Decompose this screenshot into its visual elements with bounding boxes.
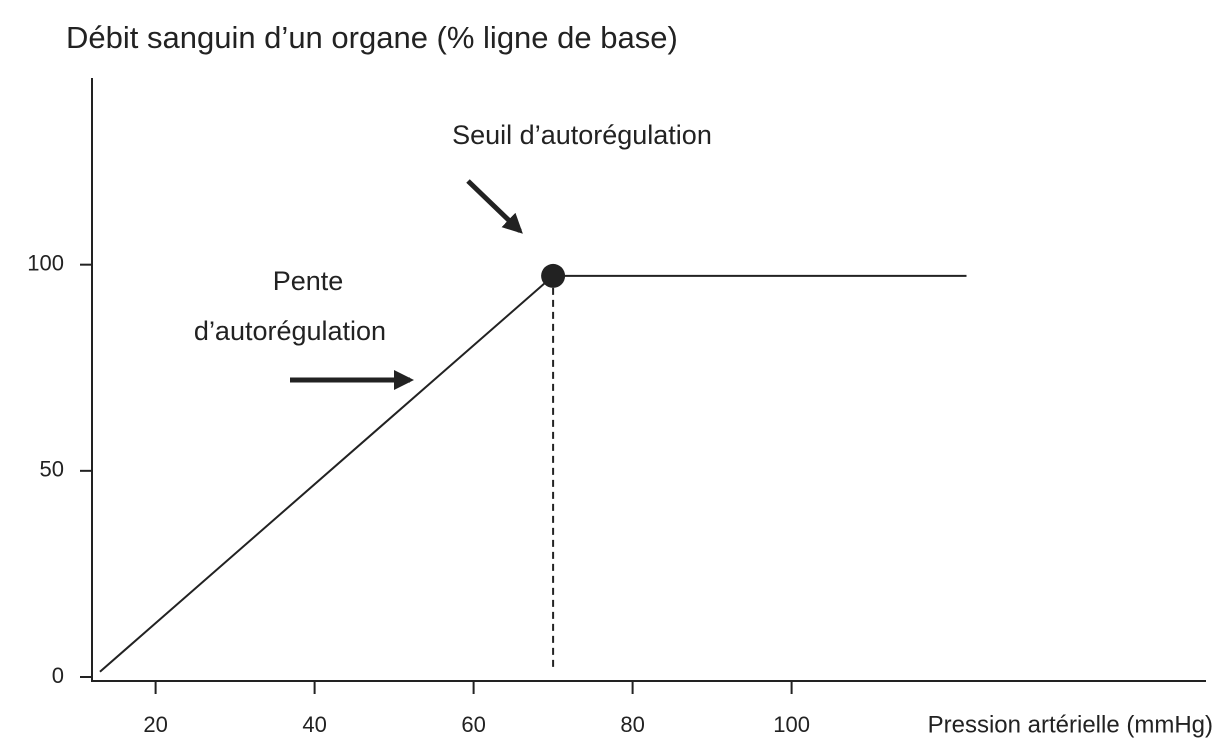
y-tick-label: 0 [52, 663, 64, 688]
y-tick-label: 50 [40, 457, 64, 482]
x-tick-label: 80 [620, 712, 644, 737]
x-tick-label: 100 [773, 712, 810, 737]
slope-label: Pente [273, 266, 344, 296]
x-tick-label: 60 [461, 712, 485, 737]
y-tick-label: 100 [27, 250, 64, 275]
y-axis-label: Débit sanguin d’un organe (% ligne de ba… [66, 20, 678, 55]
threshold-point [541, 263, 566, 288]
threshold-label: Seuil d’autorégulation [452, 120, 712, 150]
x-axis-label: Pression artérielle (mmHg) [928, 711, 1213, 738]
x-tick-label: 40 [302, 712, 326, 737]
x-tick-label: 20 [143, 712, 167, 737]
arrow [466, 179, 523, 234]
slope-label: d’autorégulation [194, 316, 386, 346]
